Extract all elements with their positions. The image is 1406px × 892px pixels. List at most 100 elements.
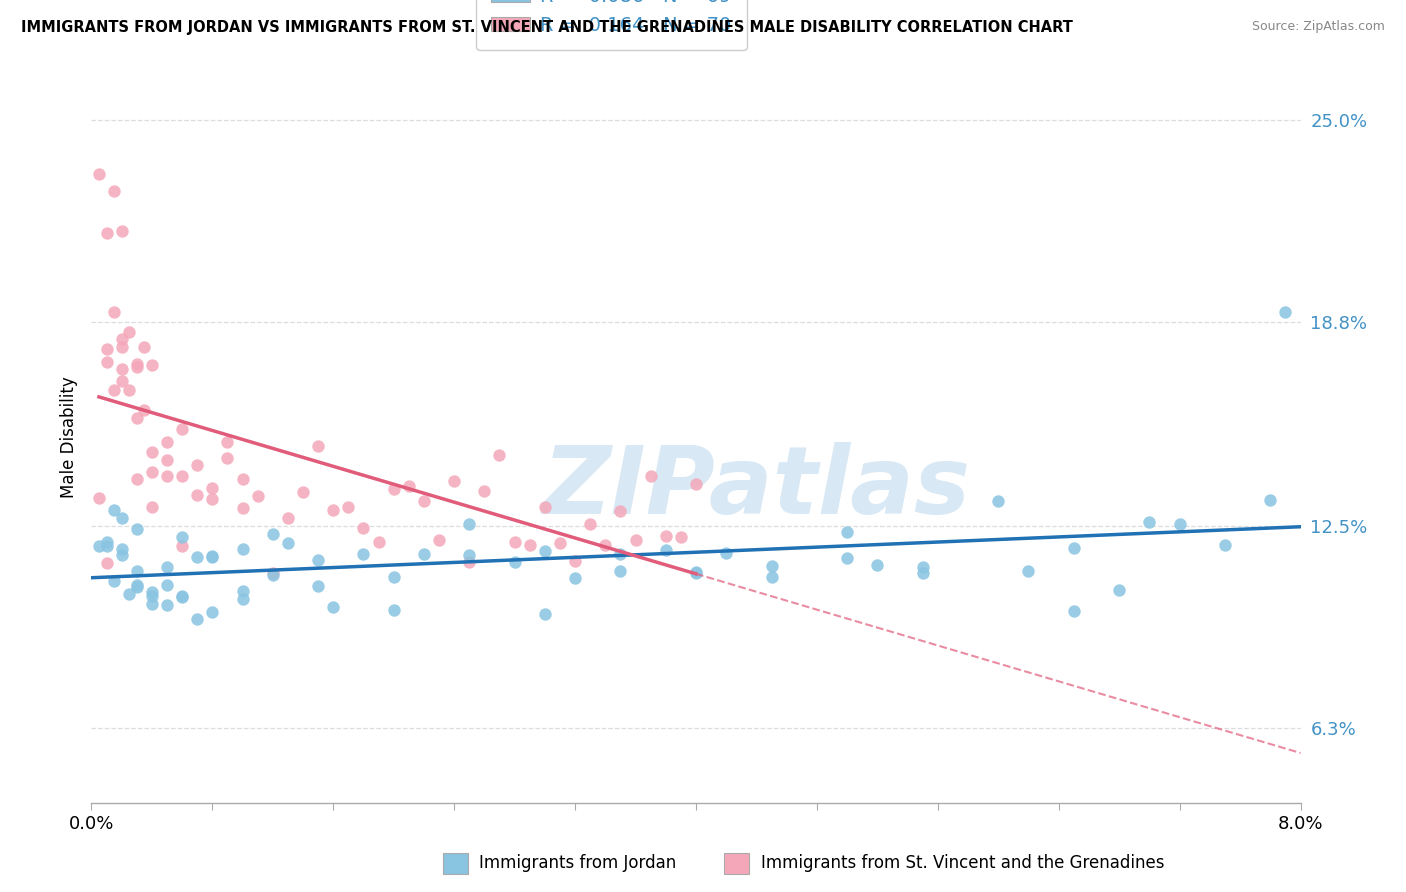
Point <box>231 583 253 598</box>
Point <box>1168 516 1191 531</box>
Point <box>111 374 132 388</box>
Point <box>1063 541 1085 555</box>
Point <box>761 569 783 583</box>
Point <box>866 558 889 572</box>
Point <box>352 520 374 534</box>
Point <box>125 580 148 594</box>
Point <box>503 555 526 569</box>
Point <box>458 548 481 562</box>
Point <box>533 500 555 514</box>
Point <box>835 525 858 540</box>
Point <box>322 503 344 517</box>
Point <box>201 492 224 507</box>
Point <box>96 226 118 240</box>
Point <box>125 578 148 592</box>
Point <box>186 612 208 626</box>
Point <box>427 533 450 547</box>
Text: Immigrants from St. Vincent and the Grenadines: Immigrants from St. Vincent and the Gren… <box>761 855 1164 872</box>
Point <box>231 471 253 485</box>
Text: IMMIGRANTS FROM JORDAN VS IMMIGRANTS FROM ST. VINCENT AND THE GRENADINES MALE DI: IMMIGRANTS FROM JORDAN VS IMMIGRANTS FRO… <box>21 20 1073 35</box>
Point <box>1139 515 1161 529</box>
Point <box>156 599 179 613</box>
Point <box>96 556 118 570</box>
Text: Immigrants from Jordan: Immigrants from Jordan <box>479 855 676 872</box>
Point <box>382 483 405 497</box>
Point <box>111 332 132 346</box>
Point <box>217 435 239 450</box>
Point <box>987 494 1010 508</box>
Point <box>564 554 586 568</box>
Point <box>156 453 179 467</box>
Point <box>352 547 374 561</box>
Point <box>609 504 631 518</box>
Point <box>118 587 141 601</box>
Point <box>835 550 858 565</box>
Point <box>609 547 631 561</box>
Point <box>186 458 208 473</box>
Point <box>307 580 329 594</box>
Point <box>1108 583 1130 598</box>
Point <box>96 355 118 369</box>
Point <box>911 566 934 581</box>
Point <box>111 224 132 238</box>
Point <box>1018 565 1040 579</box>
Point <box>624 533 647 548</box>
Point <box>231 501 253 516</box>
Point <box>488 448 510 462</box>
Point <box>277 510 299 524</box>
Point <box>125 472 148 486</box>
Point <box>125 357 148 371</box>
Point <box>172 589 194 603</box>
Point <box>103 184 125 198</box>
Point <box>96 535 118 549</box>
Point <box>96 342 118 356</box>
Text: ZIPatlas: ZIPatlas <box>543 442 970 534</box>
Point <box>141 585 163 599</box>
Legend: R =  0.086   N = 69, R =  0.164   N = 70: R = 0.086 N = 69, R = 0.164 N = 70 <box>475 0 747 50</box>
Point <box>1274 305 1296 319</box>
Point <box>262 526 284 541</box>
Point <box>172 540 194 554</box>
Point <box>201 549 224 564</box>
Point <box>134 402 156 417</box>
Point <box>231 542 253 557</box>
Point <box>172 530 194 544</box>
Point <box>172 468 194 483</box>
Point <box>186 488 208 502</box>
Point <box>141 444 163 458</box>
Point <box>103 305 125 319</box>
Point <box>654 529 676 543</box>
Text: Source: ZipAtlas.com: Source: ZipAtlas.com <box>1251 20 1385 33</box>
Point <box>186 550 208 565</box>
Point <box>669 530 692 544</box>
Point <box>103 502 125 516</box>
Point <box>87 491 110 506</box>
Point <box>398 479 420 493</box>
Point <box>125 359 148 374</box>
Point <box>533 543 555 558</box>
Point <box>141 590 163 604</box>
Point <box>579 517 602 532</box>
Point <box>87 167 110 181</box>
Point <box>413 493 436 508</box>
Point <box>134 340 156 354</box>
Point <box>1260 493 1282 508</box>
Point <box>367 534 389 549</box>
Point <box>262 566 284 580</box>
Point <box>503 535 526 549</box>
Point <box>337 500 360 514</box>
Point <box>685 566 707 580</box>
Point <box>640 469 662 483</box>
Point <box>1213 538 1236 552</box>
Point <box>141 597 163 611</box>
Point <box>472 484 495 499</box>
Point <box>382 570 405 584</box>
Point <box>654 543 676 558</box>
Point <box>382 603 405 617</box>
Point <box>458 555 481 569</box>
Point <box>118 325 141 339</box>
Point <box>714 546 737 560</box>
Point <box>125 522 148 536</box>
Point <box>172 591 194 605</box>
Point <box>111 511 132 525</box>
